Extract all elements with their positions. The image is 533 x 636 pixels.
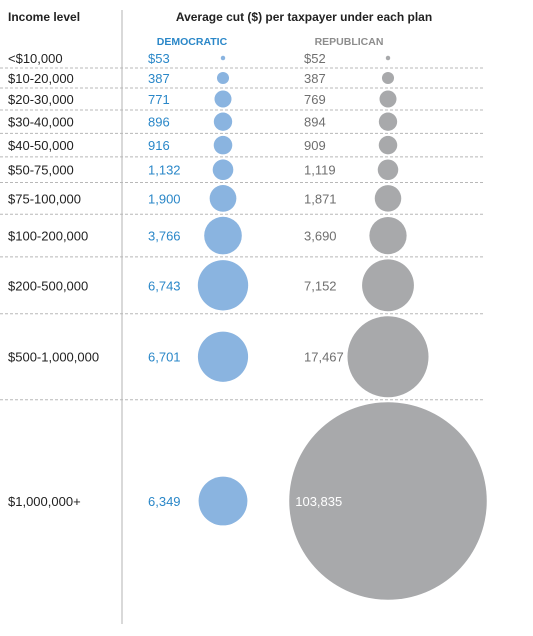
democratic-bubble [213, 112, 233, 131]
row-header: Income level [8, 10, 80, 24]
democratic-value-label: 916 [148, 138, 170, 153]
republican-bubble [289, 402, 487, 600]
democratic-value-label: 6,349 [148, 494, 181, 509]
income-level-label: $200-500,000 [8, 278, 88, 293]
income-level-label: $20-30,000 [8, 92, 74, 107]
democratic-bubble [220, 55, 226, 61]
republican-value-label: 3,690 [304, 229, 337, 244]
democratic-value-label: 6,743 [148, 278, 181, 293]
democratic-bubble [209, 185, 237, 212]
republican-bubble [378, 135, 398, 155]
income-level-label: $50-75,000 [8, 163, 74, 178]
income-level-label: $40-50,000 [8, 138, 74, 153]
income-level-label: $1,000,000+ [8, 494, 81, 509]
democratic-value-label: 387 [148, 71, 170, 86]
democratic-value-label: 6,701 [148, 350, 181, 365]
republican-bubble [362, 259, 414, 312]
republican-value-label: 1,871 [304, 191, 337, 206]
income-level-label: <$10,000 [8, 51, 63, 66]
democratic-header: DEMOCRATIC [157, 36, 228, 48]
democratic-bubble [197, 260, 249, 311]
democratic-bubble [213, 135, 233, 155]
republican-value-label: 7,152 [304, 278, 337, 293]
income-level-label: $500-1,000,000 [8, 350, 99, 365]
democratic-bubble [214, 90, 232, 108]
democratic-bubble [204, 216, 242, 255]
democratic-bubble [198, 476, 248, 526]
republican-bubble [385, 55, 391, 61]
republican-value-label: 387 [304, 71, 326, 86]
republican-header: REPUBLICAN [315, 36, 384, 48]
republican-value-label: 909 [304, 138, 326, 153]
republican-bubble [377, 159, 399, 180]
democratic-bubble [197, 331, 249, 382]
republican-bubble [374, 185, 402, 212]
democratic-value-label: 896 [148, 115, 170, 130]
democratic-value-label: 771 [148, 92, 170, 107]
democratic-bubble [212, 159, 234, 181]
democratic-bubble [216, 71, 230, 85]
republican-value-label: 769 [304, 92, 326, 107]
republican-value-label: 103,835 [295, 494, 342, 509]
democratic-value-label: 3,766 [148, 229, 181, 244]
republican-value-label: 1,119 [304, 163, 336, 178]
republican-value-label: 894 [304, 115, 326, 130]
chart-rows: <$10,000 $53 $52 $10-20,000 387 387 $20-30,000… [0, 51, 487, 600]
republican-value-label: $52 [304, 51, 326, 66]
republican-bubble [369, 216, 407, 255]
democratic-value-label: $53 [148, 51, 170, 66]
income-level-label: $100-200,000 [8, 229, 88, 244]
income-level-label: $30-40,000 [8, 115, 74, 130]
republican-bubble [378, 112, 398, 131]
democratic-value-label: 1,900 [148, 191, 181, 206]
income-level-label: $10-20,000 [8, 71, 74, 86]
chart-title: Average cut ($) per taxpayer under each … [176, 10, 432, 24]
income-level-label: $75-100,000 [8, 191, 81, 206]
republican-bubble [347, 316, 429, 398]
republican-bubble [381, 71, 395, 85]
republican-value-label: 17,467 [304, 350, 344, 365]
democratic-value-label: 1,132 [148, 163, 181, 178]
republican-bubble [379, 90, 397, 108]
